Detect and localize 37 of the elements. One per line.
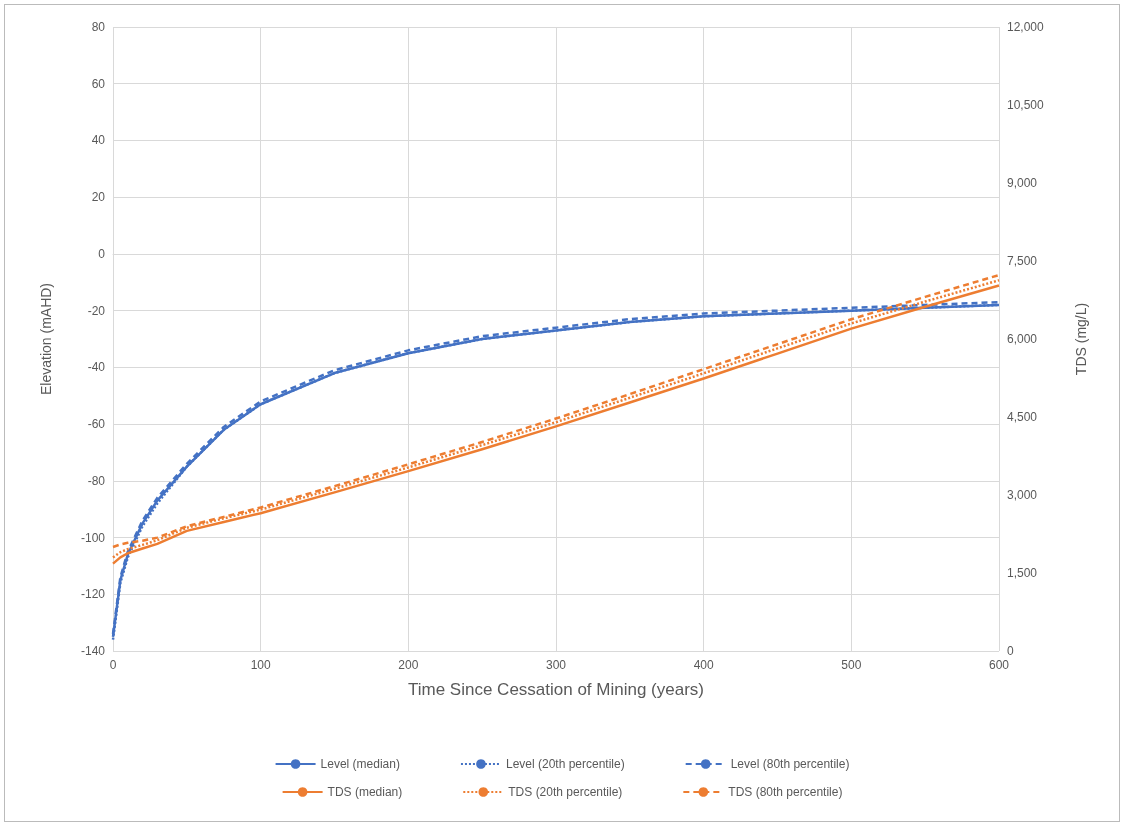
y2-tick-label: 9,000	[1007, 176, 1038, 190]
y-tick-label: 60	[91, 76, 106, 91]
y-tick-label: -100	[80, 530, 106, 545]
x-tick-label: 0	[109, 658, 117, 672]
x-tick-label: 500	[841, 658, 862, 672]
legend-label: TDS (20th percentile)	[508, 785, 623, 799]
legend-label: TDS (median)	[327, 785, 403, 799]
y2-tick-label: 3,000	[1007, 488, 1038, 502]
y-axis-title: Elevation (mAHD)	[38, 282, 54, 396]
x-tick-label: 100	[250, 658, 271, 672]
x-tick-label: 200	[398, 658, 419, 672]
y-tick-label: 80	[91, 20, 106, 34]
x-axis-title: Time Since Cessation of Mining (years)	[407, 680, 705, 699]
y-tick-label: -40	[87, 360, 106, 375]
y2-tick-label: 0	[1007, 644, 1014, 658]
y2-tick-label: 1,500	[1007, 566, 1038, 580]
x-tick-label: 400	[693, 658, 714, 672]
y-tick-label: -60	[87, 417, 106, 432]
y2-tick-label: 4,500	[1007, 410, 1038, 424]
x-tick-label: 600	[988, 658, 1010, 672]
legend-label: Level (80th percentile)	[730, 757, 850, 771]
legend-label: TDS (80th percentile)	[728, 785, 843, 799]
y-tick-label: 0	[98, 246, 106, 261]
y2-tick-label: 7,500	[1007, 254, 1038, 268]
y2-axis-title: TDS (mg/L)	[1073, 302, 1089, 376]
y-tick-label: -80	[87, 473, 106, 488]
x-tick-label: 300	[545, 658, 567, 672]
y-tick-label: -20	[87, 303, 106, 318]
legend-label: Level (20th percentile)	[505, 757, 625, 771]
y2-tick-label: 12,000	[1007, 20, 1045, 34]
y-tick-label: 40	[91, 133, 106, 148]
y-tick-label: -140	[80, 644, 106, 658]
y-tick-label: -120	[80, 587, 106, 602]
y-tick-label: 20	[91, 190, 106, 205]
legend-label: Level (median)	[320, 757, 400, 771]
y2-tick-label: 6,000	[1007, 332, 1038, 346]
y2-tick-label: 10,500	[1007, 98, 1045, 112]
